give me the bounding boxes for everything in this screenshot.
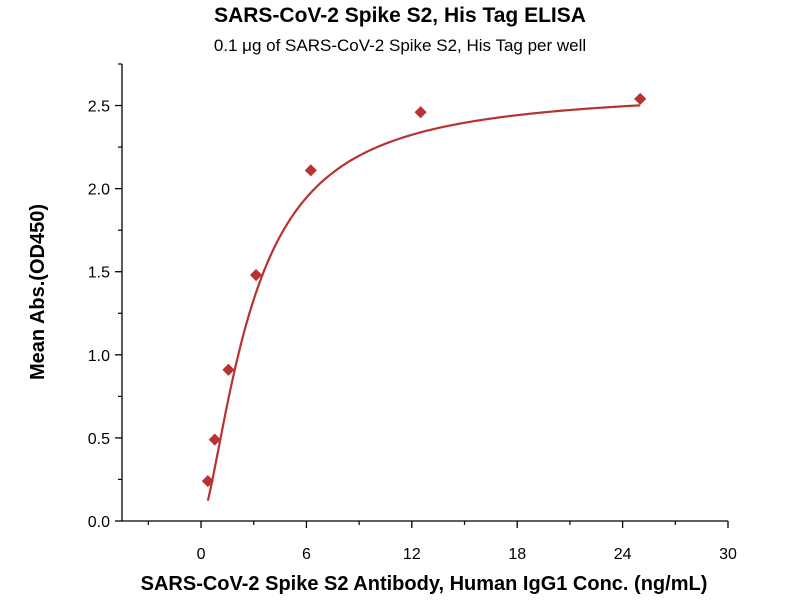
y-tick-label: 0.5 xyxy=(88,431,110,448)
y-tick-label: 1.0 xyxy=(88,348,110,365)
y-tick-label: 1.5 xyxy=(88,265,110,282)
data-point xyxy=(201,475,214,488)
axes: 0.0 0.5 1.0 1.5 2.0 2.5 0 6 12 18 24 30 xyxy=(88,63,737,563)
data-point xyxy=(304,164,317,177)
y-tick-label: 2.0 xyxy=(88,182,110,199)
data-point xyxy=(634,92,647,105)
chart-subtitle: 0.1 μg of SARS-CoV-2 Spike S2, His Tag p… xyxy=(213,36,587,55)
data-point xyxy=(208,433,221,446)
y-tick-label: 0.0 xyxy=(88,514,110,531)
y-tick-label: 2.5 xyxy=(88,99,110,116)
x-tick-label: 12 xyxy=(403,546,421,563)
x-tick-label: 6 xyxy=(302,546,311,563)
y-axis-title: Mean Abs.(OD450) xyxy=(27,204,49,380)
x-tick-label: 24 xyxy=(614,546,632,563)
fit-curve xyxy=(206,104,641,501)
x-tick-label: 0 xyxy=(197,546,206,563)
data-point xyxy=(222,363,235,376)
data-points-layer xyxy=(201,92,647,488)
data-point xyxy=(414,106,427,119)
x-axis-title: SARS-CoV-2 Spike S2 Antibody, Human IgG1… xyxy=(141,573,708,595)
chart-title: SARS-CoV-2 Spike S2, His Tag ELISA xyxy=(214,4,586,27)
data-point xyxy=(249,268,263,282)
x-tick-label: 18 xyxy=(508,546,526,563)
x-tick-label: 30 xyxy=(719,546,737,563)
fit-curve-layer xyxy=(206,104,641,501)
